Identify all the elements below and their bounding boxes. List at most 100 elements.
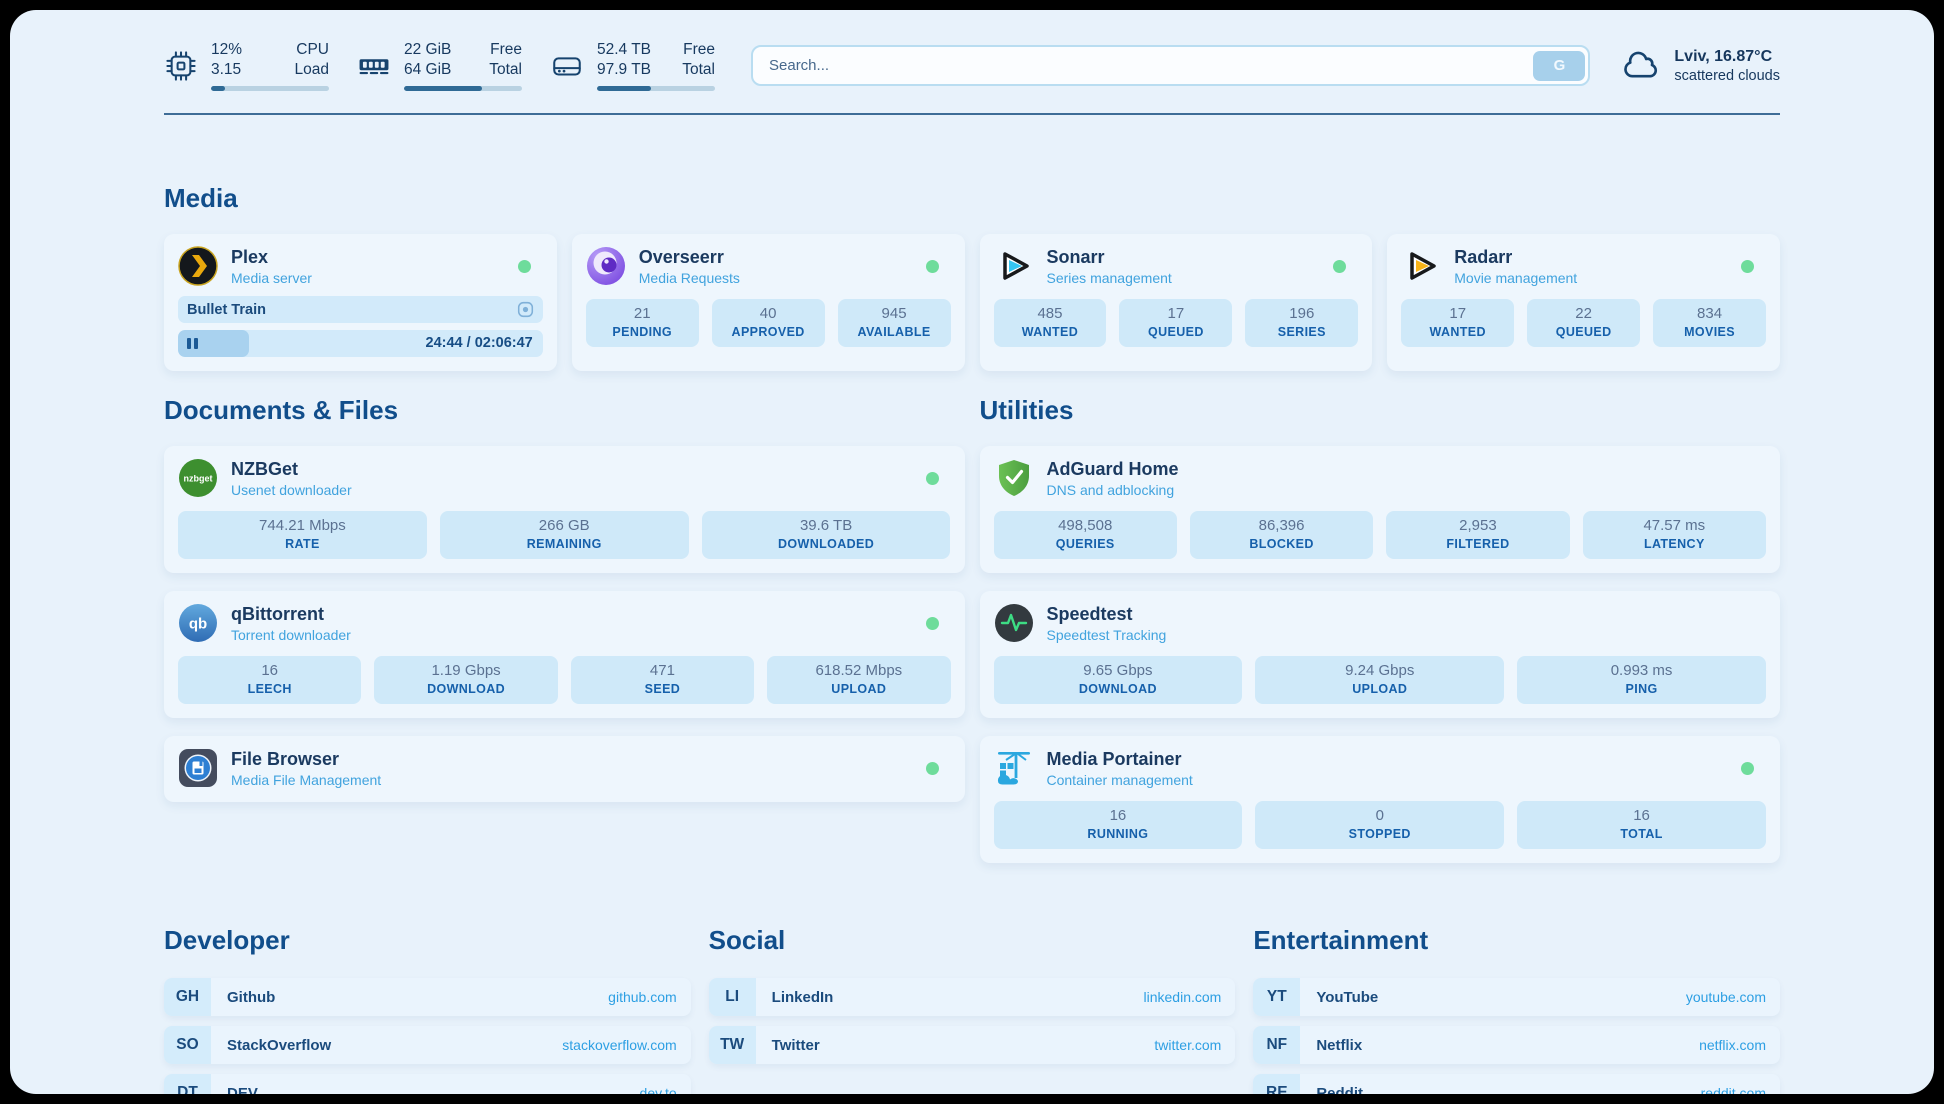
- app-card-speedtest[interactable]: Speedtest Speedtest Tracking 9.65 Gbps D…: [979, 591, 1780, 719]
- stat-tile: 485 WANTED: [993, 299, 1107, 348]
- link-badge: NF: [1253, 1026, 1301, 1065]
- nzbget-icon: nzbget: [179, 459, 217, 498]
- disk-free-label: Free: [683, 41, 715, 58]
- app-card-nzbget[interactable]: nzbget NZBGet Usenet downloader 744.21 M…: [164, 446, 965, 574]
- weather-location: Lviv, 16.87°C: [1674, 47, 1773, 65]
- ram-icon: [359, 58, 389, 74]
- status-dot: [517, 259, 531, 273]
- link-netflix[interactable]: NF Netflix netflix.com: [1253, 1026, 1780, 1065]
- social-column: Social LI LinkedIn linkedin.com TW Twitt…: [708, 925, 1236, 1065]
- disk-total-label: Total: [682, 61, 715, 79]
- stat-tile: 86,396 BLOCKED: [1189, 511, 1374, 560]
- app-subtitle: Media server: [231, 269, 312, 286]
- link-reddit[interactable]: RE Reddit reddit.com: [1253, 1074, 1780, 1094]
- ram-free-label: Free: [490, 41, 522, 58]
- app-subtitle: Media Requests: [638, 269, 740, 286]
- app-card-qbittorrent[interactable]: qb qBittorrent Torrent downloader 16 LEE…: [164, 591, 965, 719]
- app-subtitle: Media File Management: [231, 771, 382, 788]
- app-title: Radarr: [1454, 246, 1513, 267]
- status-dot: [1741, 259, 1754, 273]
- link-badge: YT: [1253, 978, 1301, 1017]
- link-stackoverflow[interactable]: SO StackOverflow stackoverflow.com: [164, 1026, 691, 1065]
- entertainment-column: Entertainment YT YouTube youtube.com NF …: [1253, 925, 1780, 1094]
- developer-column: Developer GH Github github.com SO StackO…: [164, 925, 691, 1094]
- stat-tile: 498,508 QUERIES: [993, 511, 1177, 560]
- ram-stats: 22 GiB 64 GiB Free Total: [357, 40, 522, 92]
- ram-progress-bar: [404, 86, 522, 92]
- stat-tile: 834 MOVIES: [1653, 299, 1767, 348]
- app-card-adguard[interactable]: AdGuard Home DNS and adblocking 498,508 …: [979, 446, 1780, 574]
- link-badge: TW: [708, 1026, 756, 1065]
- ram-total-label: Total: [489, 61, 522, 79]
- app-title: Overseerr: [638, 246, 724, 267]
- link-youtube[interactable]: YT YouTube youtube.com: [1253, 978, 1780, 1017]
- stat-tile: 9.24 Gbps UPLOAD: [1255, 656, 1505, 705]
- status-dot: [925, 259, 939, 273]
- app-card-portainer[interactable]: Media Portainer Container management 16 …: [979, 736, 1780, 864]
- stat-tile: 744.21 Mbps RATE: [178, 511, 427, 560]
- filebrowser-icon: [179, 749, 217, 788]
- weather-widget: Lviv, 16.87°C scattered clouds: [1622, 46, 1780, 86]
- link-linkedin[interactable]: LI LinkedIn linkedin.com: [708, 978, 1236, 1017]
- app-title: Sonarr: [1046, 246, 1105, 267]
- top-bar: 12% 3.15 CPU Load: [164, 40, 1780, 92]
- qbittorrent-icon: qb: [179, 604, 217, 643]
- cloud-icon: [1624, 51, 1658, 78]
- media-card-grid: Plex Media server Bullet Train: [164, 234, 1780, 372]
- app-title: File Browser: [231, 748, 340, 769]
- middle-zone: Documents & Files nzbget NZBGet Usenet d…: [164, 395, 1780, 864]
- disk-stats: 52.4 TB 97.9 TB Free Total: [550, 40, 715, 92]
- cpu-icon: [166, 51, 196, 81]
- svg-text:nzbget: nzbget: [184, 474, 213, 484]
- section-title-developer: Developer: [164, 925, 290, 956]
- status-dot: [925, 471, 939, 485]
- bookmarks-zone: Developer GH Github github.com SO StackO…: [164, 925, 1780, 1094]
- app-title: NZBGet: [231, 458, 298, 479]
- disk-progress-bar: [597, 86, 715, 92]
- speedtest-icon: [994, 604, 1033, 643]
- stat-tile: 196 SERIES: [1245, 299, 1359, 348]
- cpu-load-label: Load: [294, 61, 329, 79]
- link-github[interactable]: GH Github github.com: [164, 978, 691, 1017]
- app-card-radarr[interactable]: Radarr Movie management 17 WANTED 22 QUE…: [1387, 234, 1780, 372]
- app-title: Plex: [231, 246, 269, 267]
- section-title-entertainment: Entertainment: [1253, 925, 1429, 956]
- section-title-utilities: Utilities: [979, 395, 1074, 426]
- app-card-filebrowser[interactable]: File Browser Media File Management: [164, 736, 965, 803]
- stat-tile: 0.993 ms PING: [1517, 656, 1766, 705]
- weather-condition: scattered clouds: [1674, 67, 1780, 84]
- ram-free-value: 22 GiB: [404, 41, 452, 58]
- link-badge: RE: [1253, 1074, 1301, 1094]
- stat-tile: 618.52 Mbps UPLOAD: [767, 656, 951, 705]
- stat-tile: 17 QUEUED: [1119, 299, 1233, 348]
- link-badge: DT: [164, 1074, 211, 1094]
- app-card-sonarr[interactable]: Sonarr Series management 485 WANTED 17 Q…: [979, 234, 1373, 372]
- stat-tile: 17 WANTED: [1401, 299, 1515, 348]
- radarr-icon: [1410, 252, 1436, 281]
- now-playing-row: Bullet Train: [178, 296, 543, 324]
- sonarr-icon: [1002, 252, 1029, 281]
- google-search-button[interactable]: G: [1533, 50, 1586, 81]
- status-dot: [925, 761, 939, 775]
- app-subtitle: Movie management: [1454, 269, 1578, 286]
- app-subtitle: Container management: [1046, 771, 1193, 788]
- stat-tile: 21 PENDING: [585, 299, 699, 348]
- stat-tile: 39.6 TB DOWNLOADED: [701, 511, 951, 560]
- app-card-plex[interactable]: Plex Media server Bullet Train: [164, 234, 557, 372]
- app-card-overseerr[interactable]: Overseerr Media Requests 21 PENDING 40 A…: [571, 234, 965, 372]
- disk-total-value: 97.9 TB: [597, 61, 652, 79]
- stat-tile: 266 GB REMAINING: [439, 511, 689, 560]
- disk-icon: [553, 56, 581, 76]
- plex-icon: [178, 246, 218, 287]
- link-twitter[interactable]: TW Twitter twitter.com: [708, 1026, 1236, 1065]
- link-dev[interactable]: DT DEV dev.to: [164, 1074, 691, 1094]
- playback-time: 24:44 / 02:06:47: [425, 335, 533, 352]
- link-badge: GH: [164, 978, 211, 1017]
- svg-text:qb: qb: [189, 616, 207, 633]
- stat-tile: 22 QUEUED: [1527, 299, 1641, 348]
- search-input[interactable]: [751, 45, 1591, 87]
- disk-free-value: 52.4 TB: [597, 41, 652, 58]
- link-badge: SO: [164, 1026, 211, 1065]
- now-playing-session-icon[interactable]: [517, 301, 534, 318]
- cpu-stats: 12% 3.15 CPU Load: [164, 40, 329, 92]
